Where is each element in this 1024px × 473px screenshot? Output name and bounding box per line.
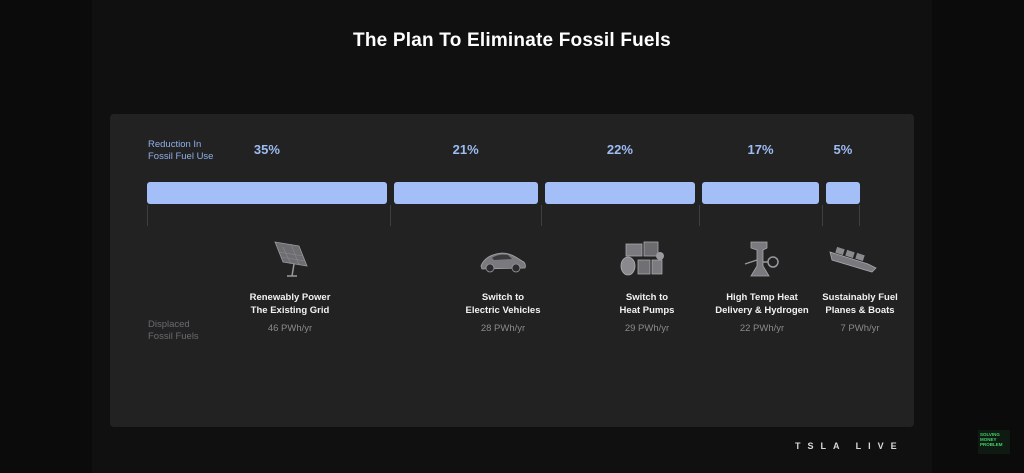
category-name-line: High Temp Heat xyxy=(726,292,798,303)
displaced-value: 7 PWh/yr xyxy=(840,323,880,334)
watermark-line2: MONEY xyxy=(980,437,997,442)
segment-divider xyxy=(859,205,860,226)
category-name-line: Delivery & Hydrogen xyxy=(715,305,809,316)
bar-segment xyxy=(702,182,819,204)
displaced-label-line2: Fossil Fuels xyxy=(148,331,199,342)
displaced-value: 22 PWh/yr xyxy=(739,323,785,334)
displaced-value: 29 PWh/yr xyxy=(624,323,670,334)
channel-watermark: SOLVING MONEY PROBLEM xyxy=(978,430,1010,454)
watermark-line1: SOLVING xyxy=(980,432,1000,437)
electric-car-icon xyxy=(480,252,526,273)
reduction-label: Reduction In Fossil Fuel Use xyxy=(148,139,213,163)
bar-segment xyxy=(544,182,696,204)
percent-label: 5% xyxy=(833,142,853,157)
category-name-line: Switch to xyxy=(625,292,669,303)
segment-divider xyxy=(822,205,824,226)
ship-icon xyxy=(829,246,877,273)
page-title: The Plan To Eliminate Fossil Fuels xyxy=(353,30,671,51)
segment-divider xyxy=(541,205,543,226)
category-name-line: The Existing Grid xyxy=(250,305,330,316)
bar-segment xyxy=(393,182,538,204)
displaced-label-line1: Displaced xyxy=(148,319,190,330)
category-name-line: Electric Vehicles xyxy=(465,305,541,316)
reduction-label-line1: Reduction In xyxy=(148,139,202,150)
percent-label: 17% xyxy=(747,142,774,157)
reduction-label-line2: Fossil Fuel Use xyxy=(148,151,214,162)
category-name-line: Heat Pumps xyxy=(619,305,675,316)
segment-divider xyxy=(698,205,700,226)
industrial-heat-icon xyxy=(744,241,779,277)
bar-segment xyxy=(825,182,860,204)
bar-segment xyxy=(147,182,387,204)
chart-panel xyxy=(110,114,914,427)
brand-logo: TSLA LIVE xyxy=(795,441,904,451)
percent-label: 21% xyxy=(452,142,479,157)
percent-label: 22% xyxy=(606,142,633,157)
segment-divider xyxy=(390,205,392,226)
percent-label: 35% xyxy=(253,142,280,157)
solar-panel-icon xyxy=(274,241,308,277)
displaced-value: 28 PWh/yr xyxy=(480,323,526,334)
category-name-line: Planes & Boats xyxy=(825,305,895,316)
category-name: Renewably Power The Existing Grid xyxy=(230,291,350,317)
category-name-line: Sustainably Fuel xyxy=(822,292,898,303)
category-name: High Temp Heat Delivery & Hydrogen xyxy=(702,291,822,317)
category-name: Sustainably Fuel Planes & Boats xyxy=(800,291,920,317)
category-name: Switch to Electric Vehicles xyxy=(443,291,563,317)
displaced-label: Displaced Fossil Fuels xyxy=(148,319,199,343)
watermark-line3: PROBLEM xyxy=(980,442,1003,447)
heat-pump-icon xyxy=(620,241,664,276)
category-name: Switch to Heat Pumps xyxy=(587,291,707,317)
category-name-line: Switch to xyxy=(481,292,525,303)
category-name-line: Renewably Power xyxy=(249,292,331,303)
displaced-value: 46 PWh/yr xyxy=(267,323,313,334)
segment-divider xyxy=(147,205,148,226)
